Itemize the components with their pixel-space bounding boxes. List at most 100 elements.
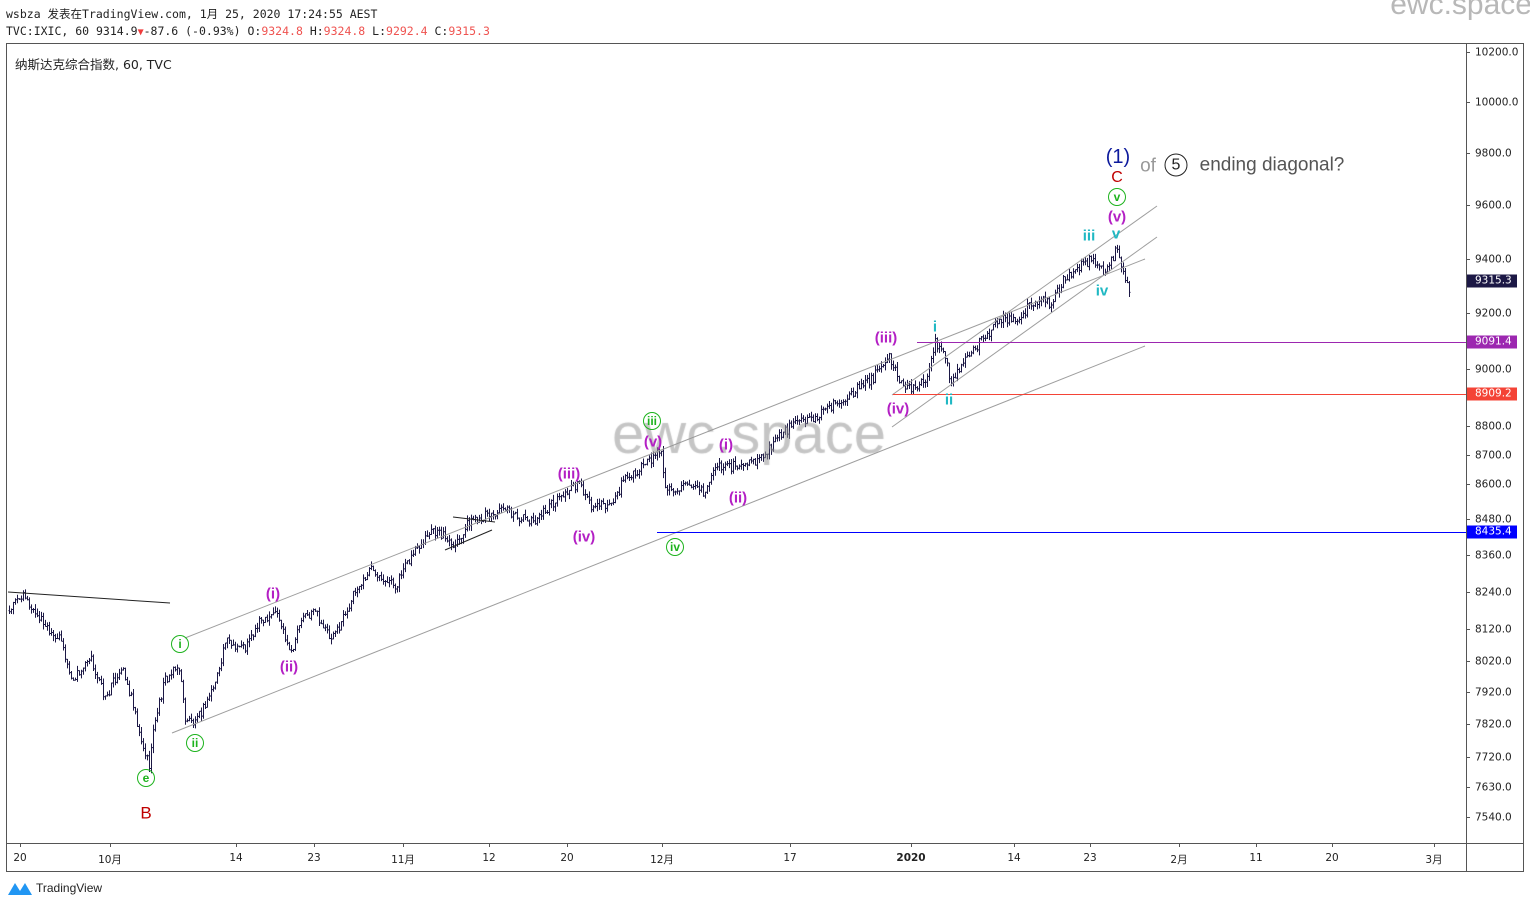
price-bar [532, 512, 535, 524]
price-bar [316, 610, 319, 617]
upper-channel-line[interactable] [184, 258, 1146, 639]
price-bar [480, 513, 483, 525]
price-bar [584, 489, 587, 501]
triangle-lower-line[interactable] [444, 529, 493, 551]
annotation-wave-1: (1) [1105, 146, 1131, 168]
price-bar [922, 374, 925, 388]
price-bar [852, 387, 855, 398]
price-bar [432, 528, 435, 535]
price-tick-label: 7920.0 [1475, 687, 1512, 699]
price-axis[interactable]: 10200.0 10000.0 9800.0 9600.0 9400.0 9200.0 90… [1466, 47, 1518, 824]
price-bar [692, 483, 695, 490]
price-bar [858, 381, 861, 390]
price-tick-label: 9800.0 [1475, 148, 1512, 160]
diagonal-upper-line[interactable] [891, 205, 1158, 396]
time-axis[interactable] [20, 843, 1435, 847]
price-bar [74, 677, 77, 681]
price-bar [528, 519, 531, 527]
price-bar [10, 608, 13, 614]
close-label: C: [434, 24, 449, 38]
price-bar [1126, 276, 1129, 284]
lower-channel-line[interactable] [171, 345, 1146, 734]
price-bar [384, 579, 387, 587]
price-bar [894, 364, 897, 372]
circled-label: iii [643, 412, 661, 430]
price-bar [120, 667, 123, 675]
price-tick-label: 7630.0 [1475, 782, 1512, 794]
circled-label: v [1108, 188, 1126, 206]
price-bar [368, 567, 371, 577]
price-bar [250, 630, 253, 642]
price-bar [974, 345, 977, 351]
time-tick: 14 [1007, 852, 1021, 864]
price-bar [284, 626, 287, 643]
price-bar [406, 560, 409, 565]
price-bar [210, 685, 213, 702]
price-bar [848, 391, 851, 400]
chart-legend[interactable]: 纳斯达克综合指数, 60, TVC [15, 57, 172, 72]
price-bar [568, 489, 571, 500]
wave-label-minute-i: (i) [265, 585, 281, 603]
price-bar [1116, 244, 1119, 253]
price-bar [434, 525, 437, 541]
price-bar [348, 603, 351, 612]
triangle-upper-line[interactable] [452, 516, 496, 523]
price-bar [328, 625, 331, 640]
price-bar [758, 454, 761, 464]
price-bar [748, 459, 751, 467]
price-bar [930, 355, 933, 372]
price-bar [296, 625, 299, 644]
price-bar [66, 658, 69, 669]
price-bar [200, 707, 203, 722]
price-bar [818, 416, 821, 424]
price-bar [616, 491, 619, 500]
price-bar [712, 467, 715, 481]
price-bar [776, 434, 779, 442]
price-bar [524, 509, 527, 521]
price-bar [140, 726, 143, 745]
price-bar [798, 419, 801, 426]
price-bar [26, 595, 29, 601]
diagonal-lower-line[interactable] [891, 236, 1158, 428]
open-label: O: [247, 24, 262, 38]
price-bar [918, 381, 921, 392]
price-bar [130, 691, 133, 697]
price-bar [1010, 312, 1013, 323]
price-bar [646, 458, 649, 466]
tradingview-brand[interactable]: TradingView [7, 880, 102, 896]
symbol-info: TVC:IXIC, 60 9314.9▼-87.6 (-0.93%) O:932… [6, 24, 490, 38]
price-bar [1040, 296, 1043, 307]
down-triangle-icon: ▼ [137, 27, 144, 38]
price-bar [314, 608, 317, 612]
price-bar [640, 461, 643, 476]
circled-label: ii [186, 734, 204, 752]
price-bar [696, 480, 699, 489]
price-bar [678, 490, 681, 496]
price-bar [914, 380, 917, 390]
price-bar [1108, 262, 1111, 272]
price-bar [958, 367, 961, 374]
price-bar [626, 471, 629, 480]
trend-line[interactable] [7, 591, 171, 604]
price-bar [272, 607, 275, 616]
price-bar [786, 423, 789, 438]
level-tag-9091: 9091.4 [1467, 335, 1517, 349]
price-bar [364, 577, 367, 582]
price-bar [408, 559, 411, 565]
price-bar [1000, 318, 1003, 328]
price-bar [92, 654, 95, 672]
price-bar [1080, 258, 1083, 273]
price-bar [450, 538, 453, 551]
price-tick-label: 7540.0 [1475, 812, 1512, 824]
price-bar [1054, 289, 1057, 303]
price-bar [182, 679, 185, 703]
price-bar [28, 597, 31, 610]
price-tick-label: 10200.0 [1475, 47, 1518, 59]
wave-label-minute-ii-2: (ii) [728, 489, 748, 507]
level-tag-8435: 8435.4 [1467, 525, 1517, 539]
price-bar [846, 394, 849, 407]
annotation-wave-C: C [1111, 169, 1123, 186]
price-bar [90, 650, 93, 662]
price-bar [938, 342, 941, 354]
